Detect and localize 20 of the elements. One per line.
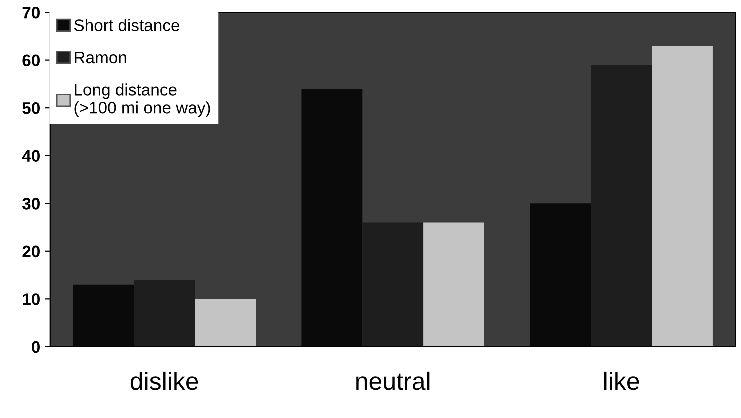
bar: [652, 46, 713, 347]
y-tick-label: 30: [22, 198, 40, 210]
legend-label: Ramon: [75, 52, 126, 64]
y-tick-label: 10: [23, 294, 40, 306]
bar: [591, 65, 652, 347]
y-tick-label: 40: [22, 150, 40, 162]
y-tick-label: 60: [22, 54, 40, 67]
y-tick-label: 0: [32, 341, 40, 354]
bar: [424, 222, 484, 347]
x-tick-label: like: [604, 372, 640, 390]
y-tick-label: 20: [22, 246, 40, 258]
x-tick-label: neutral: [356, 372, 430, 390]
legend-label: Long distance (>100 mi one way): [74, 84, 210, 118]
y-tick-label: 50: [22, 102, 40, 114]
bar: [195, 299, 256, 347]
bar: [362, 222, 424, 347]
y-tick-label: 70: [22, 6, 40, 19]
x-tick-label: dislike: [130, 372, 198, 390]
legend-label: Short distance: [74, 19, 180, 32]
bar: [134, 280, 196, 347]
